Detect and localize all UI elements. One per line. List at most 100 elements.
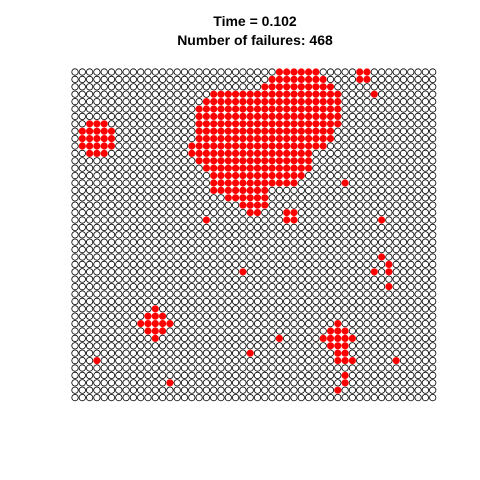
sensor-point	[268, 290, 276, 298]
sensor-point	[78, 349, 86, 357]
sensor-point	[421, 157, 429, 165]
sensor-point	[78, 356, 86, 365]
sensor-point	[253, 327, 262, 335]
failed-sensor-point	[210, 179, 218, 187]
sensor-point	[166, 312, 174, 320]
sensor-point	[86, 275, 94, 283]
sensor-point	[151, 172, 159, 180]
sensor-point	[129, 334, 137, 342]
sensor-point	[326, 68, 335, 76]
sensor-point	[253, 282, 262, 291]
sensor-point	[107, 386, 116, 394]
sensor-point	[137, 112, 145, 121]
sensor-point	[370, 186, 378, 194]
sensor-point	[122, 149, 130, 157]
sensor-point	[312, 364, 320, 372]
sensor-point	[144, 105, 152, 113]
sensor-point	[319, 297, 327, 305]
sensor-point	[71, 135, 79, 143]
sensor-point	[392, 120, 400, 128]
sensor-point	[326, 253, 335, 261]
sensor-point	[290, 342, 298, 350]
sensor-point	[304, 238, 313, 246]
sensor-point	[86, 319, 94, 328]
sensor-point	[86, 90, 94, 98]
sensor-point	[319, 172, 327, 180]
sensor-point	[173, 98, 181, 106]
failed-sensor-point	[239, 149, 247, 157]
sensor-point	[93, 201, 101, 209]
sensor-point	[129, 290, 137, 298]
sensor-point	[363, 312, 371, 320]
sensor-point	[232, 371, 240, 379]
sensor-point	[363, 297, 371, 305]
sensor-point	[71, 297, 79, 305]
sensor-point	[86, 201, 94, 209]
failed-sensor-point	[253, 179, 262, 187]
sensor-point	[100, 356, 108, 365]
sensor-point	[334, 209, 342, 217]
sensor-point	[93, 209, 101, 217]
sensor-point	[421, 238, 429, 246]
sensor-point	[180, 164, 189, 172]
sensor-point	[304, 334, 313, 342]
sensor-point	[86, 186, 94, 194]
failed-sensor-point	[217, 127, 225, 135]
sensor-point	[348, 231, 356, 239]
sensor-point	[326, 371, 335, 379]
sensor-point	[71, 209, 79, 217]
sensor-point	[312, 297, 320, 305]
sensor-point	[407, 290, 415, 298]
sensor-point	[86, 253, 94, 261]
sensor-point	[129, 364, 137, 372]
sensor-point	[348, 282, 356, 291]
sensor-point	[93, 216, 101, 224]
sensor-point	[78, 90, 86, 98]
sensor-point	[137, 379, 145, 387]
sensor-point	[297, 305, 305, 313]
sensor-point	[173, 305, 181, 313]
sensor-point	[275, 268, 283, 276]
sensor-point	[115, 164, 123, 172]
failed-sensor-point	[341, 356, 349, 365]
sensor-point	[429, 98, 437, 106]
sensor-point	[377, 75, 386, 84]
sensor-point	[100, 164, 108, 172]
sensor-point	[304, 179, 313, 187]
sensor-point	[188, 364, 196, 372]
sensor-point	[414, 319, 422, 328]
sensor-point	[363, 393, 371, 402]
sensor-point	[202, 194, 210, 202]
sensor-point	[78, 216, 86, 224]
sensor-point	[275, 209, 283, 217]
failed-sensor-point	[304, 83, 313, 91]
sensor-point	[275, 282, 283, 291]
sensor-point	[151, 149, 159, 157]
sensor-point	[210, 349, 218, 357]
sensor-point	[202, 305, 210, 313]
sensor-point	[319, 164, 327, 172]
sensor-point	[356, 90, 364, 98]
sensor-point	[348, 327, 356, 335]
sensor-point	[180, 201, 189, 209]
sensor-point	[407, 275, 415, 283]
sensor-point	[377, 135, 386, 143]
sensor-point	[363, 379, 371, 387]
sensor-point	[180, 186, 189, 194]
sensor-point	[312, 371, 320, 379]
sensor-point	[399, 68, 408, 76]
failed-sensor-point	[239, 186, 247, 194]
failed-sensor-point	[290, 112, 298, 121]
sensor-point	[107, 231, 116, 239]
sensor-point	[129, 164, 137, 172]
sensor-point	[334, 305, 342, 313]
sensor-point	[341, 127, 349, 135]
sensor-point	[312, 238, 320, 246]
sensor-point	[253, 231, 262, 239]
failed-sensor-point	[334, 342, 342, 350]
sensor-point	[312, 223, 320, 231]
sensor-point	[129, 319, 137, 328]
sensor-point	[166, 179, 174, 187]
sensor-point	[188, 75, 196, 84]
sensor-point	[385, 349, 393, 357]
